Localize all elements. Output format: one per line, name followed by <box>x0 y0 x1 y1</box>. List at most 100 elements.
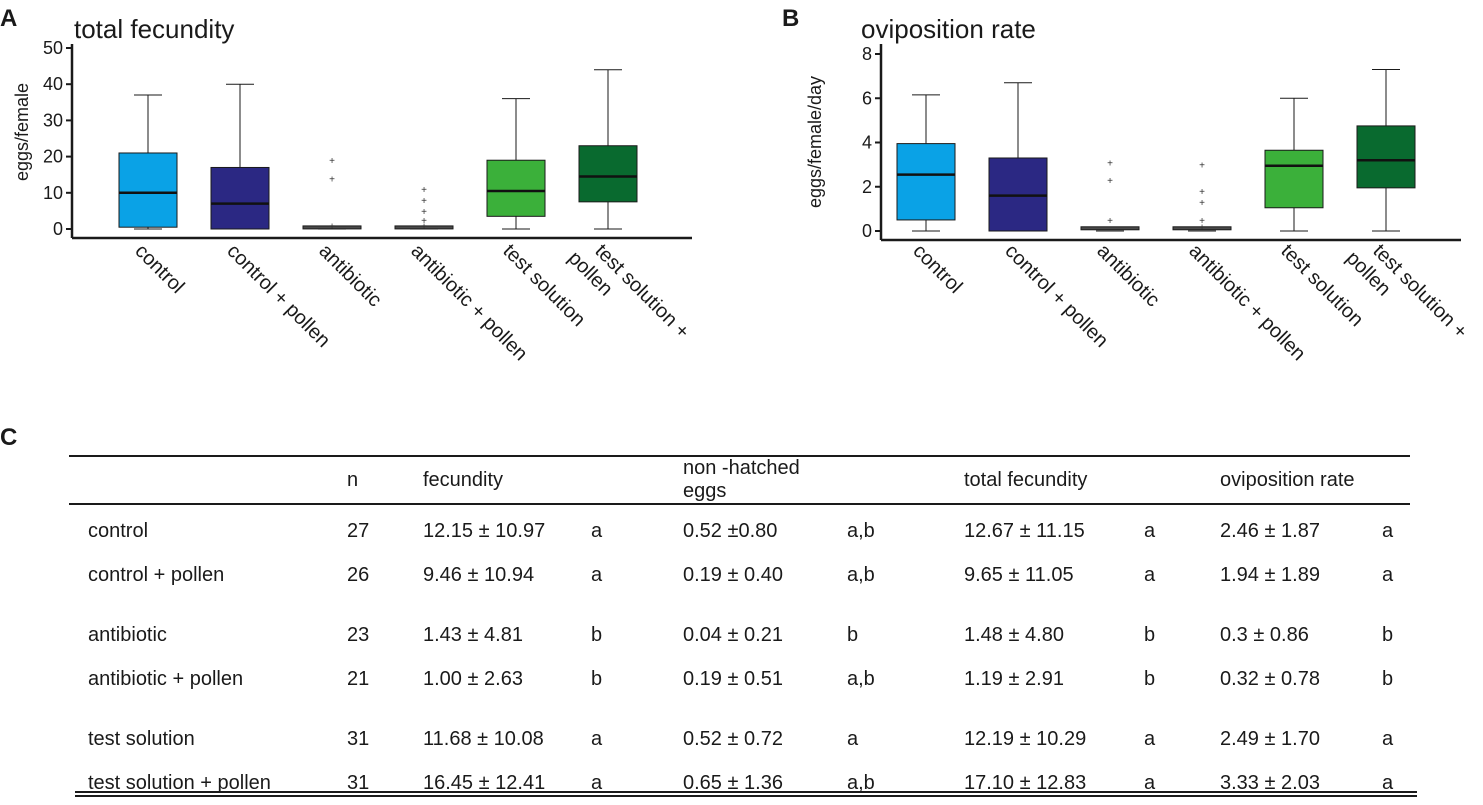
cell-oviposition-rate: 1.94 ± 1.89 <box>1220 563 1320 586</box>
cell-fecundity: 12.15 ± 10.97 <box>423 519 546 542</box>
summary-table: n fecundity non -hatched eggs total fecu… <box>69 455 1410 805</box>
cell-total-fecundity-sig: b <box>1144 623 1156 646</box>
cell-fecundity-sig: a <box>591 563 603 586</box>
cell-name: antibiotic <box>88 623 167 646</box>
table-row: control 27 12.15 ± 10.97 a 0.52 ±0.80 a,… <box>69 504 1410 553</box>
cell-non-hatched: 0.19 ± 0.51 <box>683 667 783 690</box>
panel-letter-c: C <box>0 424 18 451</box>
panel-letter-b: B <box>782 5 799 32</box>
table-row: test solution + pollen 31 16.45 ± 12.41 … <box>69 761 1410 805</box>
cell-fecundity-sig: a <box>591 727 603 750</box>
cell-fecundity: 9.46 ± 10.94 <box>423 563 535 586</box>
cell-non-hatched: 0.52 ±0.80 <box>683 519 778 542</box>
cell-oviposition-sig: b <box>1382 623 1394 646</box>
cell-name: control <box>88 519 149 542</box>
y-tick-label: 0 <box>862 221 872 241</box>
cell-total-fecundity-sig: a <box>1144 727 1156 750</box>
box-control-pollen <box>210 83 270 230</box>
box-iqr <box>1080 226 1140 231</box>
header-non-hatched-sig <box>847 456 964 504</box>
y-tick-label: 30 <box>43 110 63 130</box>
outlier-marker: + <box>421 185 427 196</box>
header-oviposition-rate: oviposition rate <box>1220 468 1355 491</box>
cell-oviposition-rate: 0.32 ± 0.78 <box>1220 667 1320 690</box>
cell-total-fecundity-sig: b <box>1144 667 1156 690</box>
x-tick-label-line: control <box>908 240 966 298</box>
outlier-marker: + <box>421 196 427 207</box>
cell-fecundity-sig: b <box>591 667 603 690</box>
box-antibiotic-pollen: +++++ <box>394 185 454 232</box>
outlier-marker: + <box>329 174 335 185</box>
box-iqr <box>1172 226 1232 231</box>
box-iqr <box>1356 125 1416 189</box>
cell-total-fecundity-sig: a <box>1144 519 1156 542</box>
cell-non-hatched-sig: b <box>847 623 859 646</box>
x-tick-label: control <box>130 240 188 298</box>
cell-total-fecundity-sig: a <box>1144 563 1156 586</box>
box-antibiotic-pollen: +++++ <box>1172 161 1232 234</box>
cell-n: 31 <box>347 771 370 794</box>
cell-oviposition-sig: a <box>1382 563 1394 586</box>
cell-fecundity: 1.43 ± 4.81 <box>423 623 523 646</box>
cell-non-hatched: 0.19 ± 0.40 <box>683 563 783 586</box>
cell-total-fecundity: 12.19 ± 10.29 <box>964 727 1087 750</box>
cell-non-hatched-sig: a,b <box>847 519 875 542</box>
cell-n: 23 <box>347 623 370 646</box>
cell-oviposition-sig: a <box>1382 727 1394 750</box>
box-control <box>118 94 178 230</box>
outlier-marker: + <box>1199 187 1205 198</box>
x-tick-label-line: antibiotic <box>314 240 385 311</box>
cell-oviposition-rate: 3.33 ± 2.03 <box>1220 771 1320 794</box>
x-tick-label: antibiotic <box>314 240 385 311</box>
box-control-pollen <box>988 82 1048 232</box>
x-tick-label-line: control <box>130 240 188 298</box>
y-tick-label: 8 <box>862 44 872 64</box>
cell-total-fecundity: 1.48 ± 4.80 <box>964 623 1064 646</box>
box-iqr <box>118 152 178 228</box>
y-axis-label: eggs/female <box>12 83 32 181</box>
cell-oviposition-sig: a <box>1382 519 1394 542</box>
cell-oviposition-rate: 0.3 ± 0.86 <box>1220 623 1309 646</box>
cell-total-fecundity: 1.19 ± 2.91 <box>964 667 1064 690</box>
x-tick-label: control <box>908 240 966 298</box>
box-iqr <box>1264 149 1324 209</box>
cell-name: test solution + pollen <box>88 771 271 794</box>
panel-letter-a: A <box>0 5 17 32</box>
header-n: n <box>347 468 359 491</box>
cell-n: 21 <box>347 667 370 690</box>
box-antibiotic: + + + <box>1080 158 1140 232</box>
cell-name: control + pollen <box>88 563 225 586</box>
table-bottom-rule <box>75 791 1417 797</box>
outlier-marker: + <box>329 156 335 167</box>
cell-non-hatched-sig: a,b <box>847 667 875 690</box>
chart-title: total fecundity <box>74 14 234 44</box>
cell-non-hatched: 0.52 ± 0.72 <box>683 727 783 750</box>
y-tick-label: 10 <box>43 183 63 203</box>
cell-non-hatched-sig: a,b <box>847 563 875 586</box>
table-row: control + pollen 26 9.46 ± 10.94 a 0.19 … <box>69 553 1410 597</box>
box-iqr <box>486 159 546 217</box>
y-tick-label: 2 <box>862 177 872 197</box>
header-fecundity-sig <box>591 456 683 504</box>
cell-oviposition-rate: 2.49 ± 1.70 <box>1220 727 1320 750</box>
cell-fecundity-sig: a <box>591 771 603 794</box>
y-tick-label: 40 <box>43 74 63 94</box>
x-tick-label: antibiotic <box>1092 240 1163 311</box>
outlier-marker: + <box>421 221 427 232</box>
outlier-marker: + <box>1199 161 1205 172</box>
box-iqr <box>394 225 454 230</box>
box-iqr <box>302 225 362 230</box>
box-test-solution <box>1264 97 1324 232</box>
header-treatment <box>69 456 347 504</box>
x-tick-label: test solution +pollen <box>564 230 694 360</box>
cell-oviposition-sig: a <box>1382 771 1394 794</box>
outlier-marker: + <box>1107 216 1113 227</box>
cell-non-hatched-sig: a,b <box>847 771 875 794</box>
cell-non-hatched: 0.04 ± 0.21 <box>683 623 783 646</box>
table-header-row: n fecundity non -hatched eggs total fecu… <box>69 456 1410 504</box>
box-test-solution-pollen <box>578 69 638 230</box>
chart-title: oviposition rate <box>861 14 1036 44</box>
table-row: antibiotic 23 1.43 ± 4.81 b 0.04 ± 0.21 … <box>69 597 1410 657</box>
